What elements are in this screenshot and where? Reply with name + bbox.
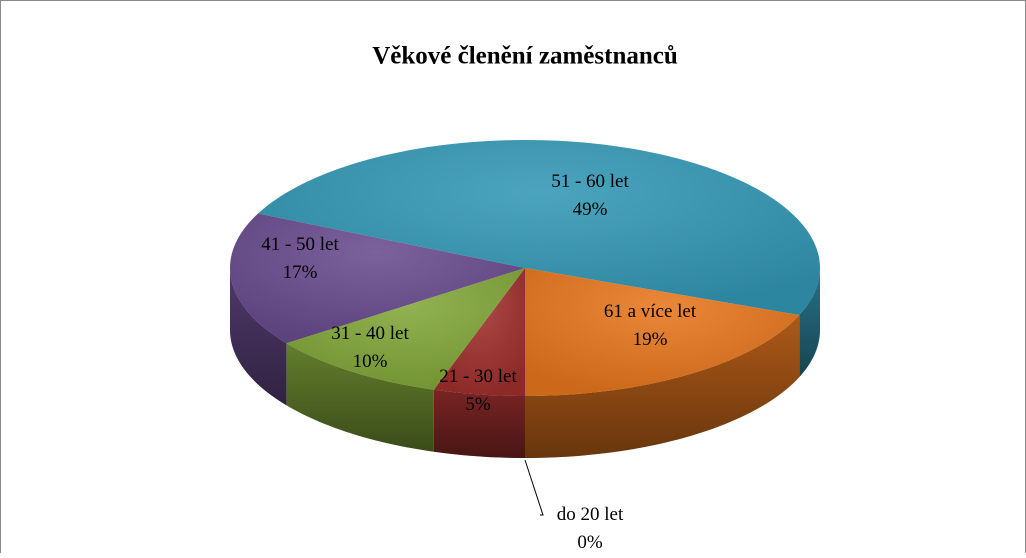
- category-label: 31 - 40 let: [331, 323, 409, 344]
- pie-side-shade: [433, 389, 525, 458]
- chart-title: Věkové členění zaměstnanců: [372, 43, 678, 70]
- value-label: 10%: [353, 351, 388, 372]
- pie-slice-gloss: [230, 213, 525, 344]
- pie-slice-gloss: [433, 268, 525, 396]
- data-labels: do 20 let 0% 21 - 30 let 5% 31 - 40 let 10% 41…: [261, 171, 697, 553]
- value-label: 17%: [283, 262, 318, 283]
- pie-top: [230, 140, 820, 396]
- value-label: 5%: [465, 394, 491, 415]
- leader-line: [524, 459, 544, 516]
- category-label: 51 - 60 let: [551, 171, 629, 192]
- pie-side-shade: [230, 268, 287, 406]
- pie-slice-gloss: [286, 268, 525, 390]
- category-label: 41 - 50 let: [261, 234, 339, 255]
- category-label: 61 a více let: [604, 301, 697, 322]
- pie-slice-gloss: [258, 140, 820, 316]
- pie-sides: [230, 268, 820, 458]
- value-label: 49%: [573, 199, 608, 220]
- pie-slice-gloss: [525, 268, 800, 396]
- value-label: 0%: [577, 532, 603, 553]
- category-label: do 20 let: [557, 504, 624, 525]
- pie-side-shade: [525, 315, 800, 458]
- pie-side-shade: [799, 268, 820, 378]
- value-label: 19%: [633, 329, 668, 350]
- pie-side-shade: [286, 343, 434, 452]
- category-label: 21 - 30 let: [439, 366, 517, 387]
